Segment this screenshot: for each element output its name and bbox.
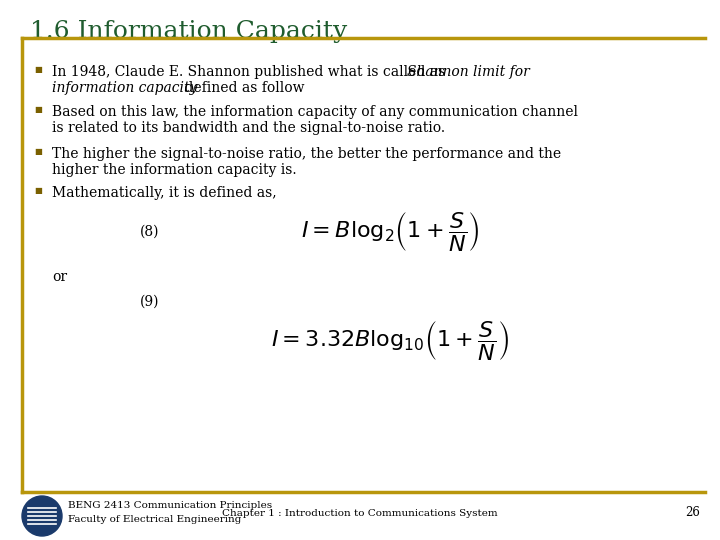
Text: The higher the signal-to-noise ratio, the better the performance and the: The higher the signal-to-noise ratio, th… xyxy=(52,147,561,161)
Text: Mathematically, it is defined as,: Mathematically, it is defined as, xyxy=(52,186,276,200)
Text: $I = B\log_2\!\left(1+\dfrac{S}{N}\right)$: $I = B\log_2\!\left(1+\dfrac{S}{N}\right… xyxy=(301,211,480,253)
Text: information capacity: information capacity xyxy=(52,81,197,95)
Circle shape xyxy=(22,496,62,536)
Text: 1.6 Information Capacity: 1.6 Information Capacity xyxy=(30,20,347,43)
Text: ■: ■ xyxy=(34,186,42,195)
Text: or: or xyxy=(52,270,67,284)
Text: (9): (9) xyxy=(140,295,160,309)
Text: Chapter 1 : Introduction to Communications System: Chapter 1 : Introduction to Communicatio… xyxy=(222,509,498,517)
Text: BENG 2413 Communication Principles: BENG 2413 Communication Principles xyxy=(68,502,272,510)
Text: (8): (8) xyxy=(140,225,160,239)
Text: defined as follow: defined as follow xyxy=(180,81,305,95)
Text: ■: ■ xyxy=(34,65,42,74)
Text: In 1948, Claude E. Shannon published what is called as: In 1948, Claude E. Shannon published wha… xyxy=(52,65,449,79)
Text: Faculty of Electrical Engineering: Faculty of Electrical Engineering xyxy=(68,516,241,524)
Text: $I = 3.32B\log_{10}\!\left(1+\dfrac{S}{N}\right)$: $I = 3.32B\log_{10}\!\left(1+\dfrac{S}{N… xyxy=(271,319,509,361)
Text: higher the information capacity is.: higher the information capacity is. xyxy=(52,163,297,177)
Text: ■: ■ xyxy=(34,147,42,156)
Text: ■: ■ xyxy=(34,105,42,114)
Text: is related to its bandwidth and the signal-to-noise ratio.: is related to its bandwidth and the sign… xyxy=(52,121,445,135)
Text: Based on this law, the information capacity of any communication channel: Based on this law, the information capac… xyxy=(52,105,578,119)
Text: 26: 26 xyxy=(685,507,700,519)
Text: Shannon limit for: Shannon limit for xyxy=(407,65,530,79)
